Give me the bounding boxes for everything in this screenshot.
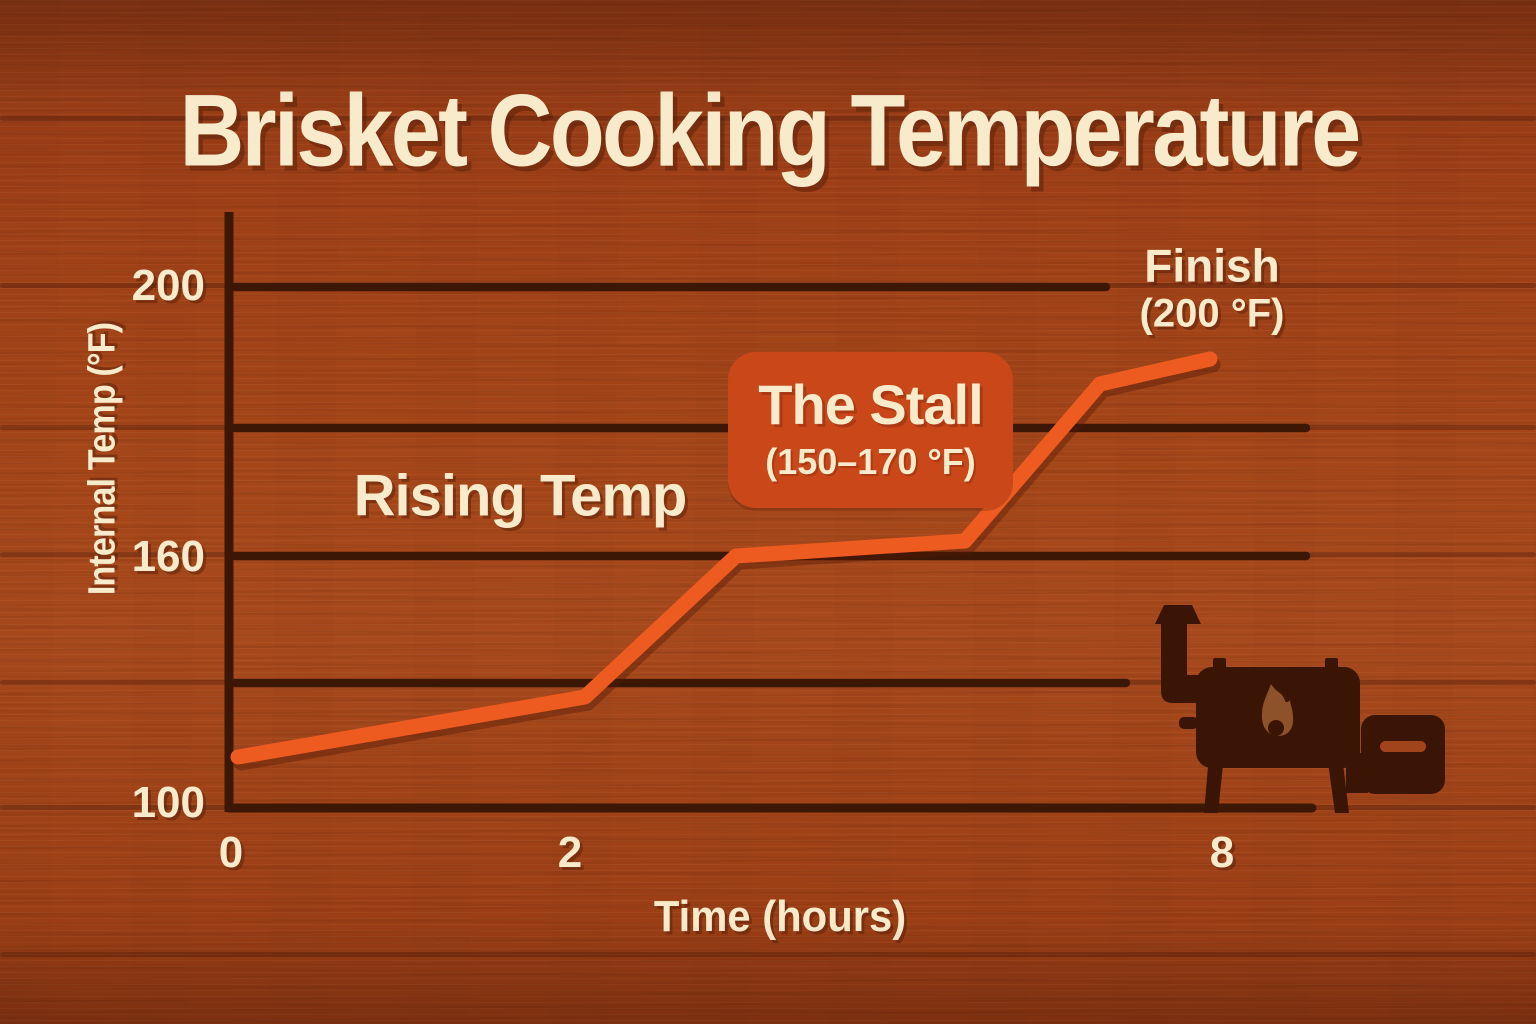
- smoker-leg-left: [1204, 755, 1224, 813]
- stall-title: The Stall: [758, 373, 983, 436]
- barrel-hinge: [1325, 658, 1338, 669]
- stall-callout: The Stall (150–170 °F): [728, 352, 1013, 508]
- plank-seam: [0, 952, 1536, 957]
- stall-range: (150–170 °F): [765, 441, 976, 482]
- plank-seam: [0, 116, 1536, 121]
- x-tick-8: 8: [1209, 828, 1235, 877]
- barrel-handle-peg: [1179, 717, 1198, 729]
- firebox-handle-slot: [1380, 741, 1426, 752]
- chimney-cap: [1155, 605, 1201, 624]
- barrel-hinge: [1213, 658, 1226, 669]
- y-tick-160: 160: [131, 532, 205, 581]
- smoker-leg-right: [1327, 755, 1349, 813]
- temperature-line: [230, 351, 1218, 765]
- page-title: Brisket Cooking Temperature: [179, 73, 1361, 188]
- y-tick-100: 100: [131, 778, 205, 827]
- smoker-icon: [1155, 605, 1445, 813]
- finish-title: Finish: [1144, 239, 1280, 292]
- x-axis-title: Time (hours): [653, 892, 907, 941]
- rising-temp-label: Rising Temp: [353, 463, 688, 529]
- chimney-elbow: [1161, 655, 1202, 703]
- x-tick-2: 2: [557, 828, 583, 877]
- flame-ball-cutout: [1268, 720, 1284, 736]
- firebox: [1361, 715, 1445, 794]
- flame-icon: [1261, 684, 1294, 736]
- y-axis-title: Internal Temp (°F): [81, 322, 124, 596]
- finish-label: Finish (200 °F): [1140, 241, 1285, 336]
- x-tick-0: 0: [218, 828, 244, 877]
- finish-temp: (200 °F): [1139, 291, 1285, 336]
- y-tick-200: 200: [131, 261, 205, 310]
